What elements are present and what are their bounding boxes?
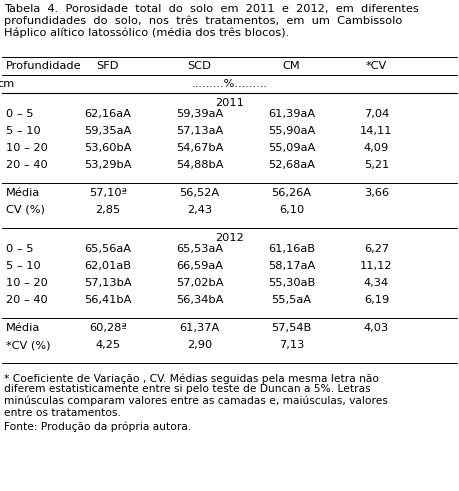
Text: CM: CM	[283, 61, 300, 71]
Text: *CV (%): *CV (%)	[6, 340, 50, 350]
Text: 55,30aB: 55,30aB	[268, 278, 315, 288]
Text: 4,34: 4,34	[364, 278, 389, 288]
Text: 6,27: 6,27	[364, 244, 389, 254]
Text: 2011: 2011	[215, 98, 244, 108]
Text: 56,26A: 56,26A	[271, 188, 312, 198]
Text: 62,16aA: 62,16aA	[84, 109, 131, 119]
Text: 5 – 10: 5 – 10	[6, 126, 40, 136]
Text: 60,28ª: 60,28ª	[89, 323, 127, 333]
Text: 4,25: 4,25	[95, 340, 120, 350]
Text: 7,04: 7,04	[364, 109, 389, 119]
Text: 5 – 10: 5 – 10	[6, 261, 40, 271]
Text: 56,34bA: 56,34bA	[176, 295, 224, 305]
Text: 2012: 2012	[215, 233, 244, 243]
Text: 14,11: 14,11	[360, 126, 392, 136]
Text: 57,54B: 57,54B	[271, 323, 312, 333]
Text: 55,5aA: 55,5aA	[271, 295, 312, 305]
Text: 6,10: 6,10	[279, 205, 304, 215]
Text: 61,37A: 61,37A	[179, 323, 220, 333]
Text: diferem estatisticamente entre si pelo teste de Duncan a 5%. Letras: diferem estatisticamente entre si pelo t…	[4, 384, 370, 394]
Text: Háplico alítico latossólico (média dos três blocos).: Háplico alítico latossólico (média dos t…	[4, 27, 289, 37]
Text: 20 – 40: 20 – 40	[6, 160, 47, 170]
Text: 54,67bA: 54,67bA	[176, 143, 224, 153]
Text: 61,39aA: 61,39aA	[268, 109, 315, 119]
Text: 4,09: 4,09	[364, 143, 389, 153]
Text: 59,35aA: 59,35aA	[84, 126, 131, 136]
Text: 2,43: 2,43	[187, 205, 212, 215]
Text: 5,21: 5,21	[364, 160, 389, 170]
Text: 20 – 40: 20 – 40	[6, 295, 47, 305]
Text: 11,12: 11,12	[360, 261, 392, 271]
Text: Média: Média	[6, 188, 40, 198]
Text: 56,52A: 56,52A	[179, 188, 220, 198]
Text: 0 – 5: 0 – 5	[6, 244, 33, 254]
Text: 3,66: 3,66	[364, 188, 389, 198]
Text: 53,60bA: 53,60bA	[84, 143, 132, 153]
Text: 57,13aA: 57,13aA	[176, 126, 223, 136]
Text: 65,56aA: 65,56aA	[84, 244, 131, 254]
Text: 6,19: 6,19	[364, 295, 389, 305]
Text: 66,59aA: 66,59aA	[176, 261, 223, 271]
Text: SFD: SFD	[96, 61, 119, 71]
Text: 55,09aA: 55,09aA	[268, 143, 315, 153]
Text: minúsculas comparam valores entre as camadas e, maiúsculas, valores: minúsculas comparam valores entre as cam…	[4, 396, 387, 407]
Text: 55,90aA: 55,90aA	[268, 126, 315, 136]
Text: 4,03: 4,03	[364, 323, 389, 333]
Text: Profundidade: Profundidade	[6, 61, 81, 71]
Text: 58,17aA: 58,17aA	[268, 261, 315, 271]
Text: 53,29bA: 53,29bA	[84, 160, 132, 170]
Text: 7,13: 7,13	[279, 340, 304, 350]
Text: 2,85: 2,85	[95, 205, 121, 215]
Text: 59,39aA: 59,39aA	[176, 109, 223, 119]
Text: 65,53aA: 65,53aA	[176, 244, 223, 254]
Text: CV (%): CV (%)	[6, 205, 45, 215]
Text: profundidades  do  solo,  nos  três  tratamentos,  em  um  Cambissolo: profundidades do solo, nos três tratamen…	[4, 16, 402, 26]
Text: cm: cm	[0, 79, 14, 89]
Text: .........%.........: .........%.........	[191, 79, 268, 89]
Text: 61,16aB: 61,16aB	[268, 244, 315, 254]
Text: 0 – 5: 0 – 5	[6, 109, 33, 119]
Text: Tabela  4.  Porosidade  total  do  solo  em  2011  e  2012,  em  diferentes: Tabela 4. Porosidade total do solo em 20…	[4, 4, 419, 14]
Text: 57,10ª: 57,10ª	[89, 188, 127, 198]
Text: * Coeficiente de Variação , CV. Médias seguidas pela mesma letra não: * Coeficiente de Variação , CV. Médias s…	[4, 373, 379, 383]
Text: entre os tratamentos.: entre os tratamentos.	[4, 408, 121, 417]
Text: *CV: *CV	[366, 61, 387, 71]
Text: 56,41bA: 56,41bA	[84, 295, 132, 305]
Text: 57,02bA: 57,02bA	[176, 278, 224, 288]
Text: Fonte: Produção da própria autora.: Fonte: Produção da própria autora.	[4, 421, 191, 432]
Text: 54,88bA: 54,88bA	[176, 160, 224, 170]
Text: 10 – 20: 10 – 20	[6, 278, 47, 288]
Text: 52,68aA: 52,68aA	[268, 160, 315, 170]
Text: 2,90: 2,90	[187, 340, 213, 350]
Text: Média: Média	[6, 323, 40, 333]
Text: 57,13bA: 57,13bA	[84, 278, 132, 288]
Text: 10 – 20: 10 – 20	[6, 143, 47, 153]
Text: 62,01aB: 62,01aB	[84, 261, 131, 271]
Text: SCD: SCD	[188, 61, 212, 71]
